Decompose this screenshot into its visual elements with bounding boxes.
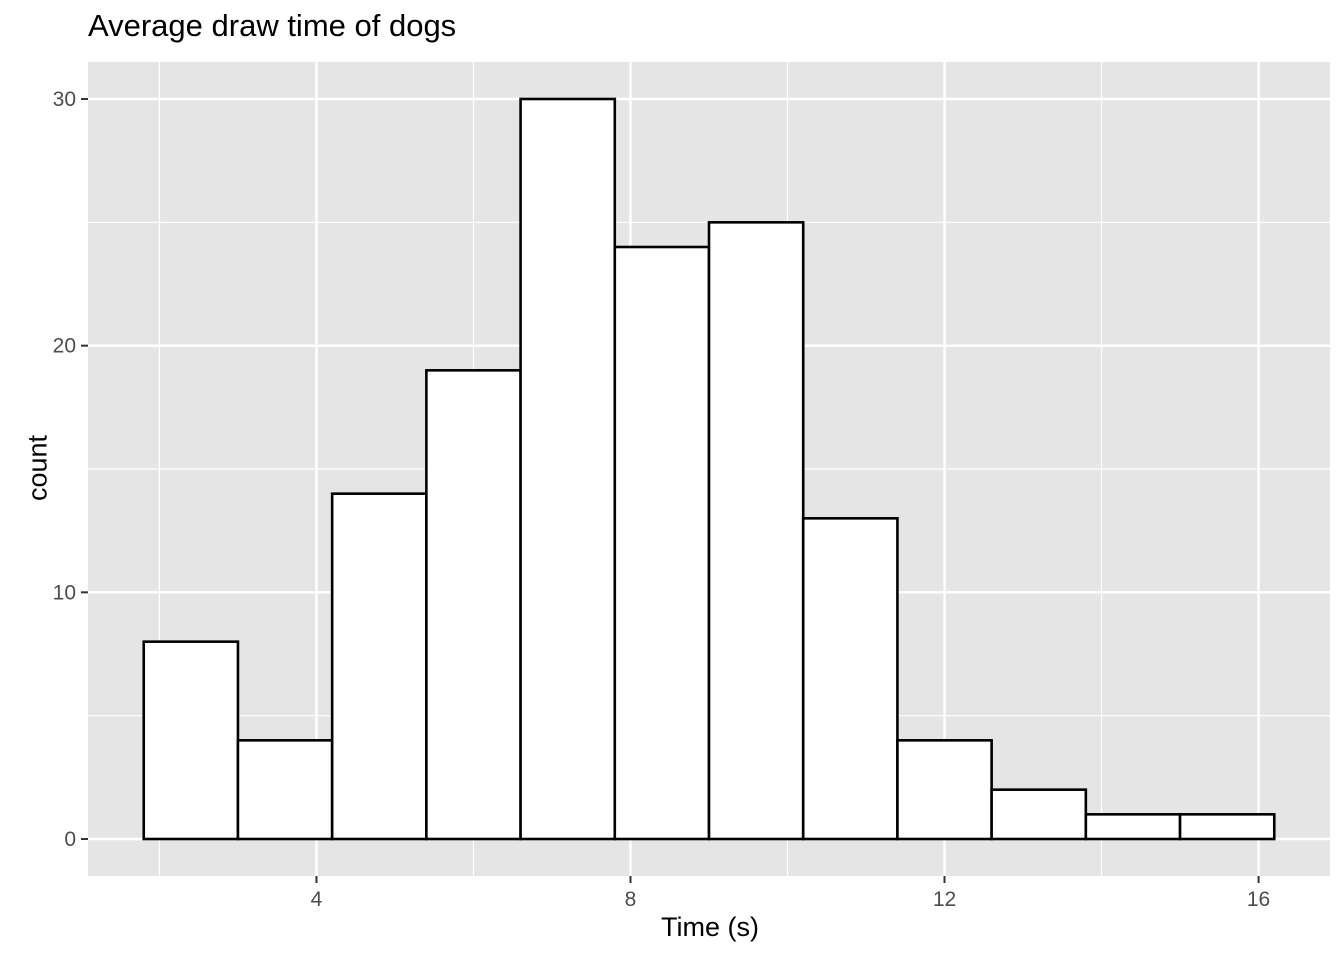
- x-tick-label: 8: [625, 888, 637, 911]
- y-tick-label: 20: [53, 335, 76, 358]
- histogram-bar: [896, 739, 993, 841]
- histogram-bar: [707, 221, 805, 841]
- y-tick-label: 0: [64, 828, 76, 851]
- histogram-bar: [801, 517, 899, 841]
- histogram-bar: [519, 97, 617, 841]
- histogram-bar: [613, 245, 711, 841]
- chart-title: Average draw time of dogs: [88, 8, 457, 43]
- y-tick-label: 30: [53, 88, 76, 111]
- x-tick-label: 16: [1247, 888, 1270, 911]
- histogram-bar: [142, 640, 240, 841]
- histogram-bar: [236, 739, 334, 841]
- histogram-bar: [330, 492, 428, 841]
- histogram-bar: [1084, 813, 1182, 841]
- x-tick-label: 12: [933, 888, 956, 911]
- x-axis-label: Time (s): [661, 912, 759, 942]
- y-axis-label: count: [22, 434, 53, 502]
- histogram-bar: [990, 788, 1088, 841]
- x-tick-label: 4: [311, 888, 323, 911]
- histogram-bar: [1178, 813, 1276, 841]
- histogram-bar: [425, 369, 522, 841]
- y-tick-label: 10: [53, 581, 76, 604]
